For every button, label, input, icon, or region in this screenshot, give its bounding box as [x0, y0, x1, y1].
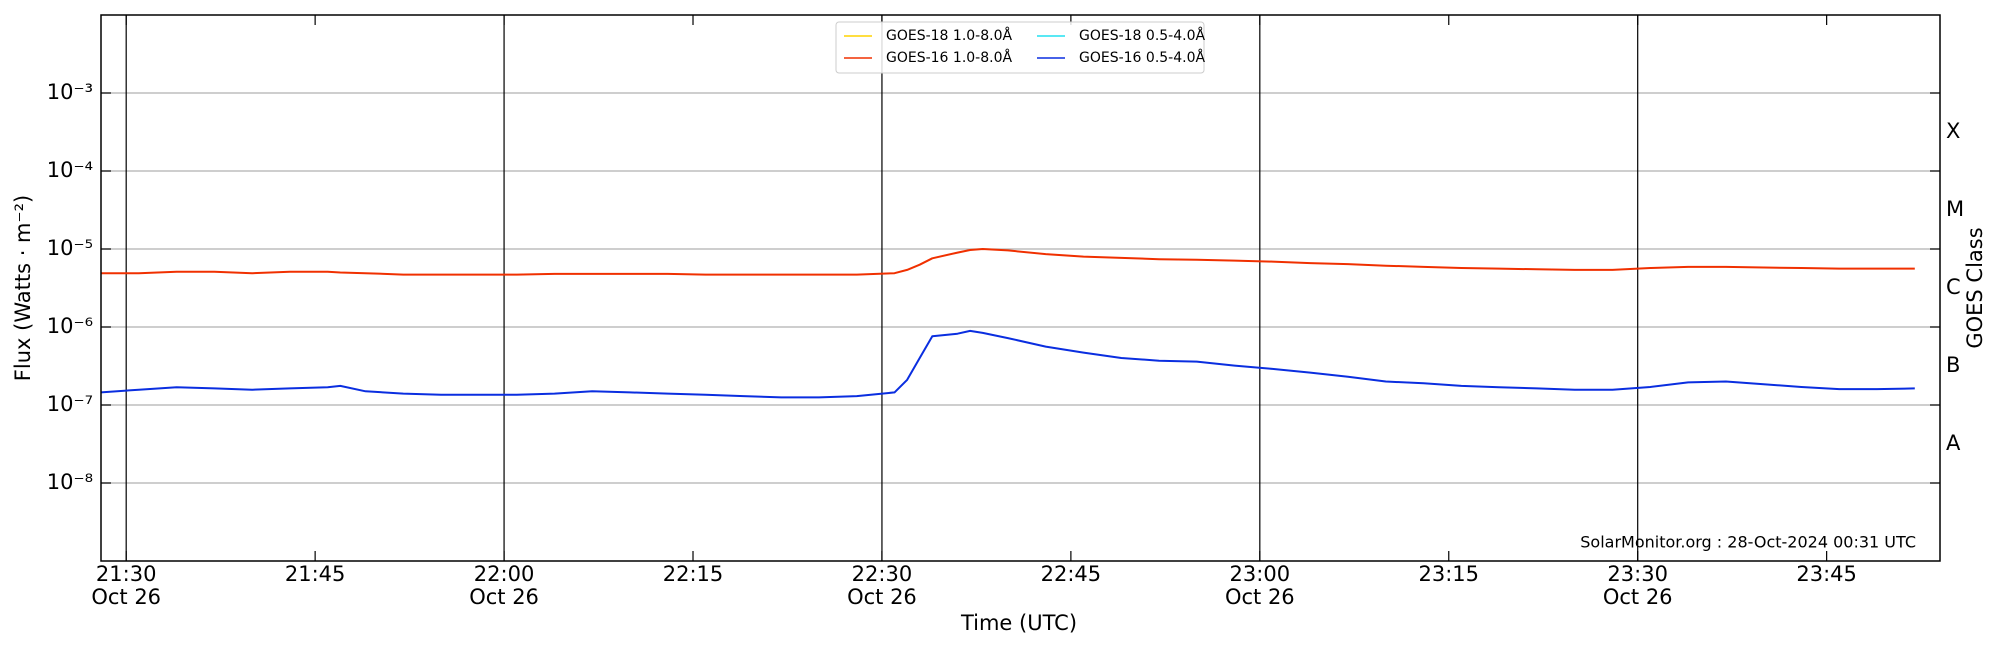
y2-tick-label: X: [1946, 119, 1960, 143]
x-tick-label: 23:15: [1418, 562, 1479, 586]
x-axis-label: Time (UTC): [960, 611, 1077, 635]
x-tick-date: Oct 26: [1225, 585, 1295, 609]
x-tick-label: 21:45: [285, 562, 346, 586]
y2-tick-label: A: [1946, 431, 1961, 455]
legend-label: GOES-16 0.5-4.0Å: [1079, 49, 1205, 66]
legend-label: GOES-18 1.0-8.0Å: [886, 27, 1012, 44]
series-line: [100, 329, 1915, 399]
x-tick-label: 21:30: [96, 562, 157, 586]
x-tick-label: 22:00: [474, 562, 535, 586]
x-tick-label: 23:45: [1796, 562, 1857, 586]
annotation: SolarMonitor.org : 28-Oct-2024 00:31 UTC: [1580, 533, 1916, 552]
x-tick-label: 22:30: [852, 562, 913, 586]
x-tick-label: 23:00: [1230, 562, 1291, 586]
x-tick-date: Oct 26: [91, 585, 161, 609]
x-tick-date: Oct 26: [847, 585, 917, 609]
y-tick-label: 10⁻⁸: [47, 470, 93, 494]
y-tick-label: 10⁻⁷: [47, 392, 93, 416]
series-line: [101, 248, 1915, 276]
plot-frame: [100, 14, 1941, 562]
y2-tick-label: C: [1946, 275, 1961, 299]
x-tick-label: 22:45: [1041, 562, 1102, 586]
legend-label: GOES-16 1.0-8.0Å: [886, 49, 1012, 66]
y2-axis-label: GOES Class: [1963, 227, 1987, 348]
x-tick-date: Oct 26: [1603, 585, 1673, 609]
y2-tick-label: B: [1946, 353, 1960, 377]
y-tick-label: 10⁻⁵: [47, 236, 93, 260]
x-tick-label: 23:30: [1607, 562, 1668, 586]
y-tick-label: 10⁻⁶: [47, 314, 93, 338]
x-tick-date: Oct 26: [469, 585, 539, 609]
legend-label: GOES-18 0.5-4.0Å: [1079, 27, 1205, 44]
y-tick-label: 10⁻⁴: [47, 158, 93, 182]
y2-tick-label: M: [1946, 197, 1964, 221]
x-tick-label: 22:15: [663, 562, 724, 586]
y-tick-label: 10⁻³: [47, 80, 93, 104]
y-axis-label: Flux (Watts · m⁻²): [11, 195, 35, 381]
legend-box: [835, 21, 1205, 74]
